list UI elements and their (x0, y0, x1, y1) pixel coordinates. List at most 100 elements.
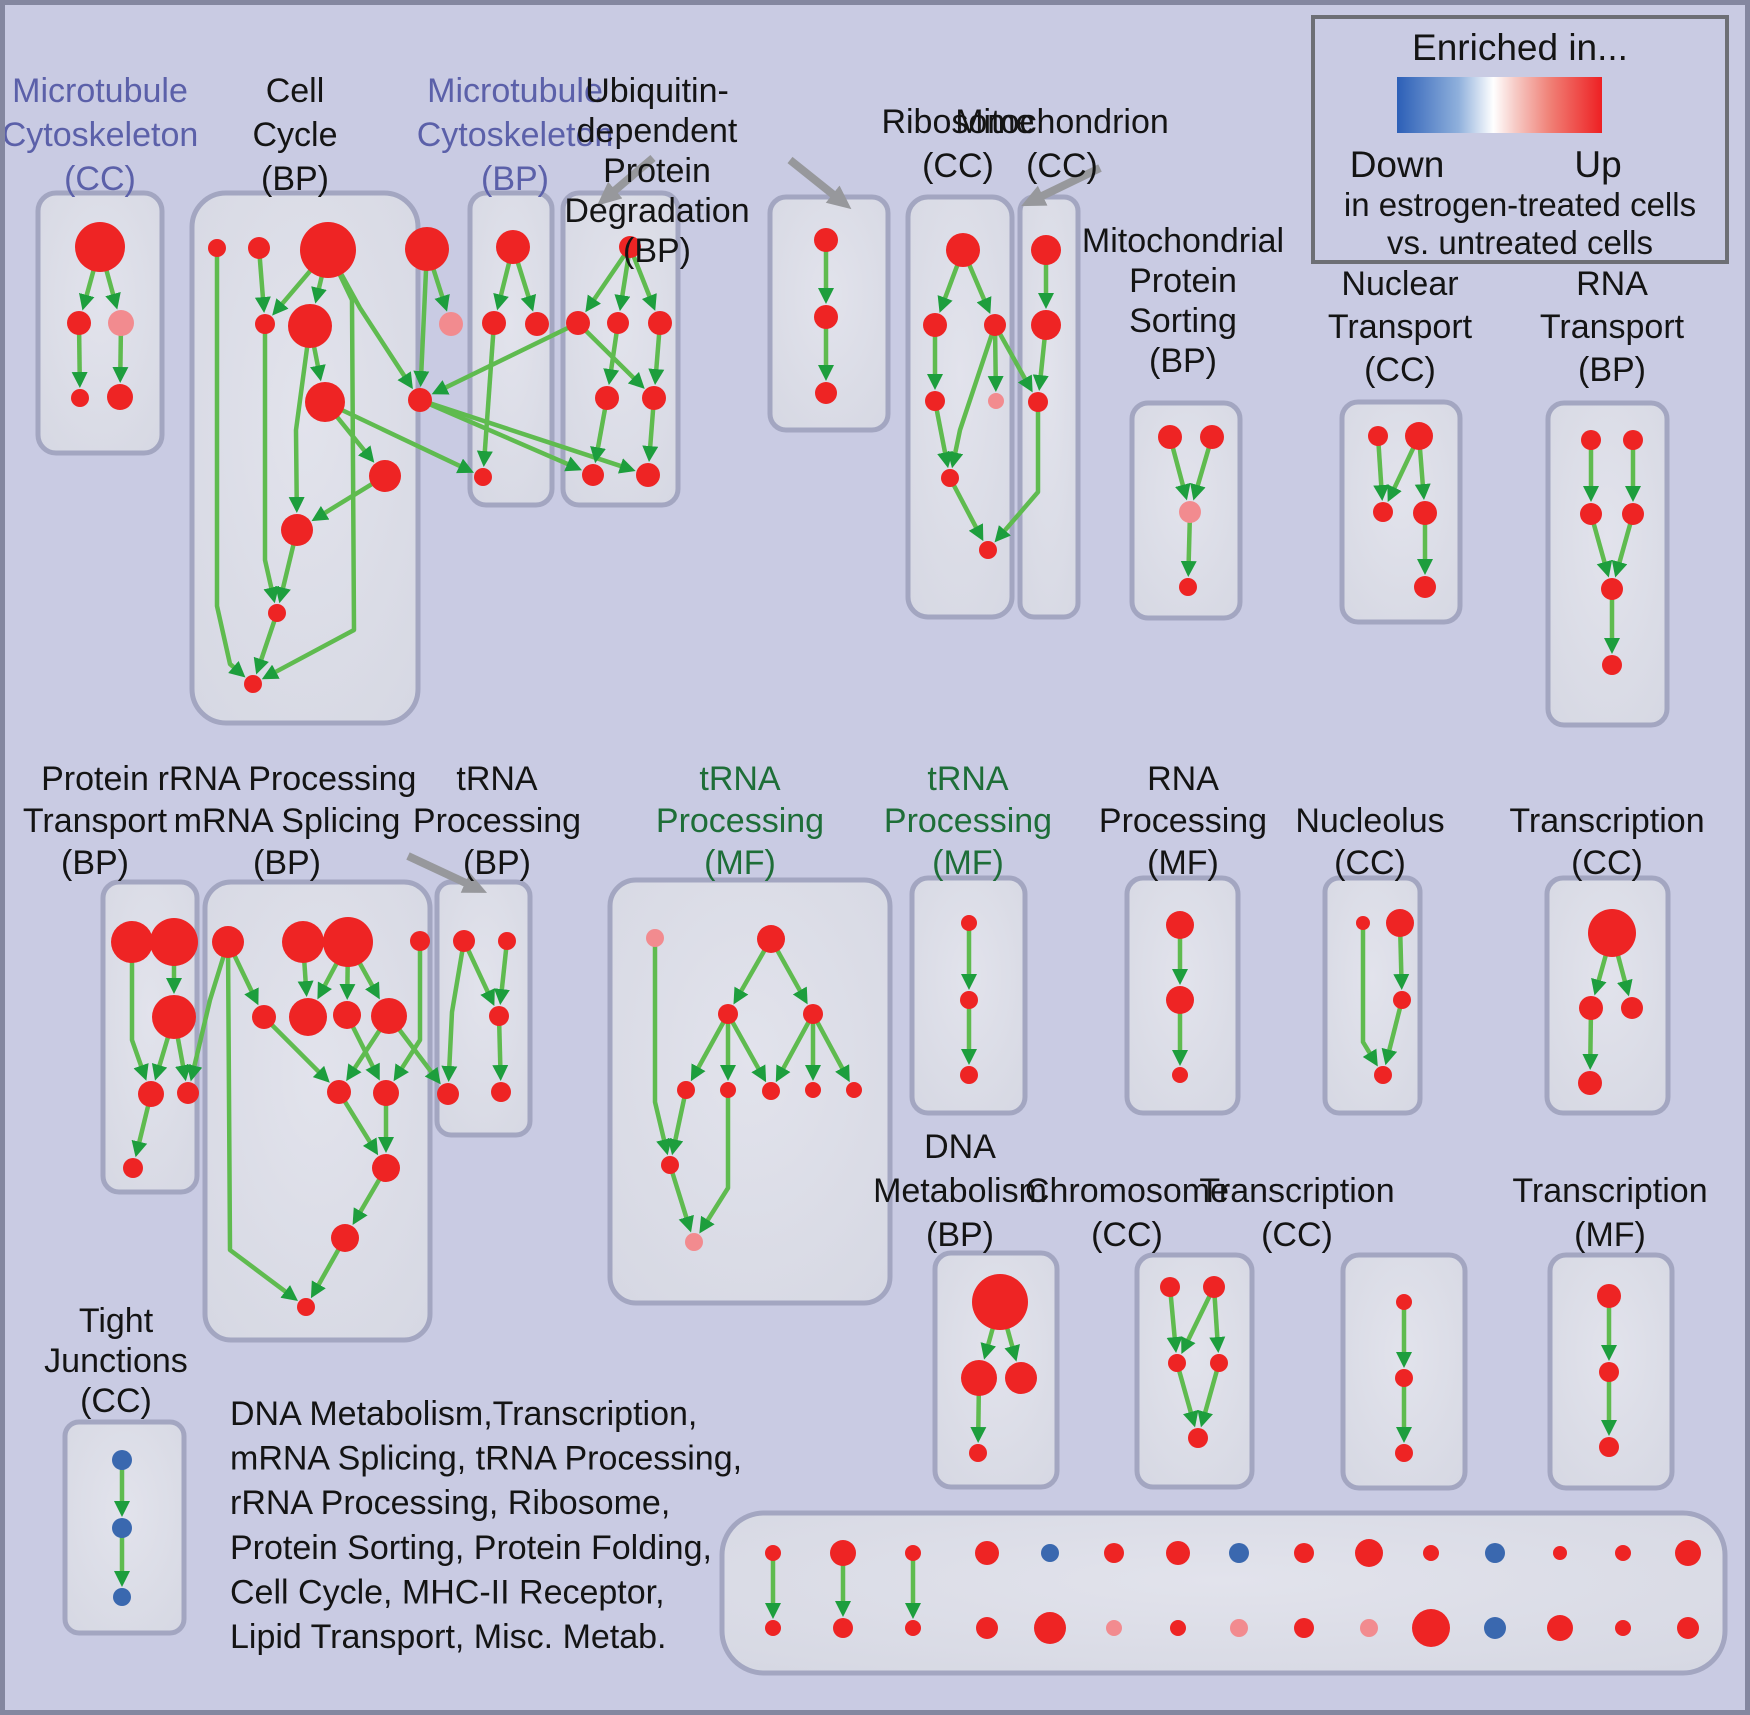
label-pointer-arrow-1 (596, 154, 656, 206)
go-term-node-bt10 (1355, 1539, 1383, 1567)
edge-f4-f7 (775, 1012, 815, 1083)
edge-s1-s13 (225, 941, 298, 1301)
go-term-node-x1 (1031, 235, 1061, 265)
edge-c6-c11 (288, 325, 313, 514)
go-term-node-u2 (566, 311, 590, 335)
cluster-label-transcription-mf: Transcription (MF) (1512, 1172, 1707, 1254)
go-term-node-k4 (1374, 1066, 1392, 1084)
go-term-node-u3 (607, 312, 629, 334)
go-term-node-y3 (1621, 997, 1643, 1019)
go-term-node-bb10 (1360, 1619, 1378, 1637)
cluster-box-rna-transport (1545, 400, 1670, 728)
go-term-node-a5 (177, 1082, 199, 1104)
edge-u2-u6 (576, 321, 645, 389)
label-pointer-arrow-2 (787, 156, 852, 210)
go-term-node-c13 (244, 675, 262, 693)
cluster-label-ribosome: Ribosome (CC) (881, 103, 1034, 185)
go-term-node-n2 (1405, 422, 1433, 450)
cluster-label-transcription-cc-2: Transcription (CC) (1199, 1172, 1394, 1254)
cluster-box-nuclear-transport (1339, 399, 1463, 625)
go-term-node-q5 (1601, 578, 1623, 600)
edge-u2-c8 (431, 320, 579, 395)
go-term-node-w3 (1599, 1437, 1619, 1457)
go-term-node-n1 (1368, 426, 1388, 446)
go-term-node-c4 (405, 227, 449, 271)
label-pointer-arrow-3 (1021, 164, 1102, 207)
go-term-node-bb13 (1547, 1615, 1573, 1641)
edge-b2-b4 (476, 322, 497, 468)
go-term-node-q4 (1622, 503, 1644, 525)
cluster-label-mitochondrion: Mitochondrion (CC) (955, 103, 1169, 185)
go-term-node-b3 (525, 312, 549, 336)
go-term-node-bt7 (1166, 1541, 1190, 1565)
go-term-node-c8 (408, 388, 432, 412)
go-term-node-g2 (960, 991, 978, 1009)
go-term-node-t1 (453, 930, 475, 952)
go-term-node-a1 (111, 921, 153, 963)
edge-k1-k4 (1360, 923, 1378, 1067)
go-term-node-j3 (1395, 1444, 1413, 1462)
go-term-node-bb5 (1034, 1612, 1066, 1644)
cluster-label-nuclear-transport: Nuclear Transport (CC) (1328, 265, 1473, 389)
go-term-node-bb7 (1170, 1620, 1186, 1636)
go-term-node-k2 (1386, 909, 1414, 937)
go-term-node-y2 (1579, 996, 1603, 1020)
go-term-node-bb14 (1615, 1620, 1631, 1636)
cluster-label-dna-metabolism: DNA Metabolism (BP) (873, 1128, 1047, 1254)
go-term-node-m4 (71, 389, 89, 407)
go-term-node-a6 (123, 1158, 143, 1178)
cluster-box-bottom-strip (719, 1510, 1728, 1676)
go-term-node-b1 (496, 230, 530, 264)
go-term-node-r7 (979, 541, 997, 559)
cluster-box-dna-metabolism (932, 1250, 1060, 1490)
go-term-node-q6 (1602, 655, 1622, 675)
legend-subtitle-2: vs. untreated cells (1387, 224, 1653, 261)
go-term-node-bb11 (1412, 1609, 1450, 1647)
cluster-label-ubiquitin: Ubiquitin-dependent Protein Degradation (BP… (564, 72, 749, 270)
edge-f6-f11 (699, 1090, 731, 1234)
go-term-node-f9 (846, 1082, 862, 1098)
go-term-node-d2 (961, 1360, 997, 1396)
legend-up-label: Up (1574, 144, 1621, 185)
go-term-node-bb1 (765, 1620, 781, 1636)
go-term-node-s6 (289, 998, 327, 1036)
go-term-node-z1 (112, 1450, 132, 1470)
legend-title: Enriched in... (1412, 27, 1628, 68)
go-term-node-c12 (268, 604, 286, 622)
edge-t1-t4 (441, 940, 467, 1083)
go-term-node-c6 (288, 304, 332, 348)
go-term-node-bb8 (1230, 1619, 1248, 1637)
cluster-label-transcription-cc-1: Transcription (CC) (1509, 802, 1704, 882)
go-term-node-z3 (113, 1588, 131, 1606)
go-term-node-bt3 (905, 1545, 921, 1561)
go-term-node-bb9 (1294, 1618, 1314, 1638)
cluster-label-trna-bp: tRNA Processing (BP) (413, 760, 581, 882)
go-term-node-f4 (803, 1004, 823, 1024)
go-term-node-bt4 (975, 1541, 999, 1565)
cluster-label-chromosome: Chromosome (CC) (1025, 1172, 1229, 1254)
go-term-node-f3 (718, 1004, 738, 1024)
go-term-node-n5 (1414, 576, 1436, 598)
go-term-node-h2 (1166, 986, 1194, 1014)
cluster-label-trna-mf-1: tRNA Processing (MF) (656, 760, 824, 882)
go-term-node-d4 (969, 1444, 987, 1462)
legend-subtitle-1: in estrogen-treated cells (1344, 186, 1696, 223)
go-term-node-bt1 (765, 1545, 781, 1561)
go-term-node-n4 (1413, 501, 1437, 525)
cluster-box-cell-cycle (189, 190, 421, 726)
go-term-node-w2 (1599, 1362, 1619, 1382)
go-term-node-p4 (1179, 578, 1197, 596)
go-term-node-e3 (1168, 1354, 1186, 1372)
go-term-node-r6 (941, 469, 959, 487)
go-term-node-x3 (1028, 392, 1048, 412)
go-term-node-c5 (255, 314, 275, 334)
go-term-node-d1 (972, 1274, 1028, 1330)
cluster-label-rna-transport: RNA Transport (BP) (1540, 265, 1685, 389)
legend-gradient-bar (1397, 77, 1602, 133)
go-term-node-bt8 (1229, 1543, 1249, 1563)
go-term-node-bt14 (1615, 1545, 1631, 1561)
go-term-node-bb3 (905, 1620, 921, 1636)
go-term-node-m5 (107, 384, 133, 410)
